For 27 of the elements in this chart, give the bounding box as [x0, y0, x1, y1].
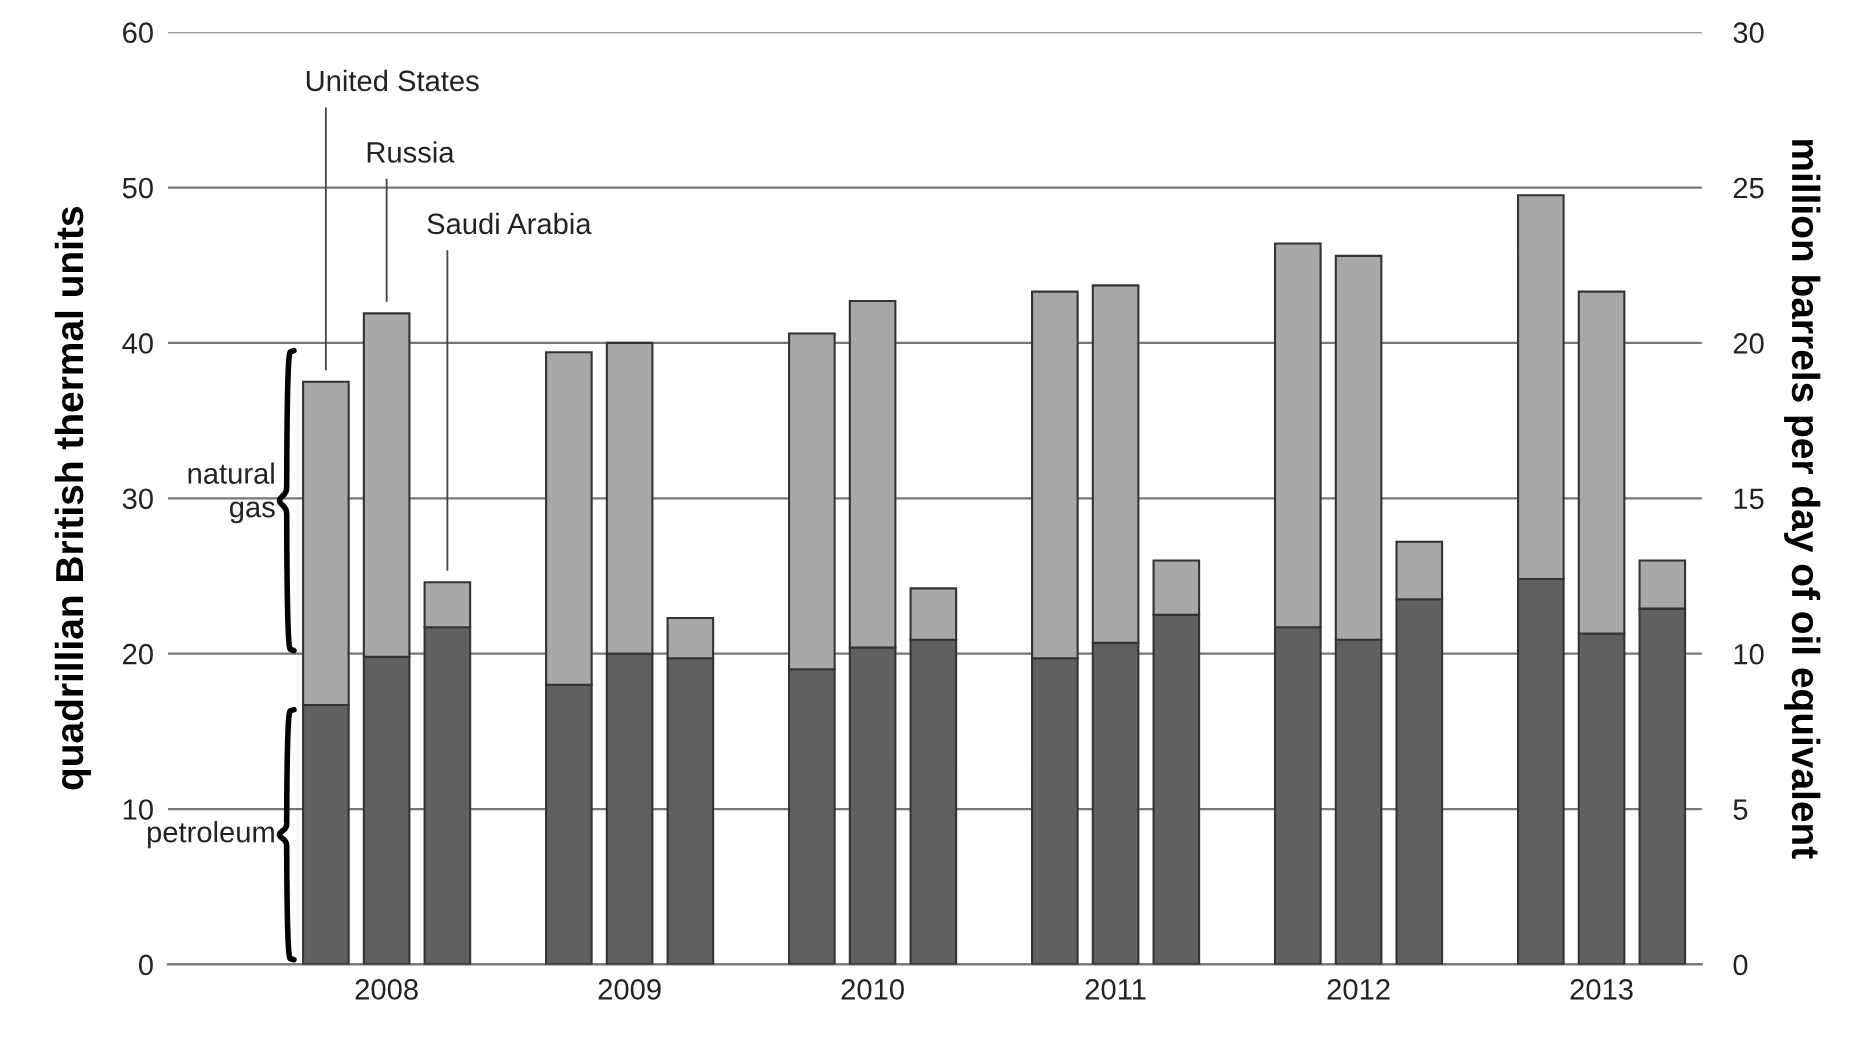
y-tick-label: 60 — [123, 22, 153, 43]
y2-tick-label: 30 — [1733, 22, 1764, 43]
x-tick-label: 2009 — [598, 979, 661, 1000]
annotation: Russia — [367, 141, 455, 163]
annotation: United States — [306, 69, 479, 92]
series-label: petroleum — [147, 821, 274, 849]
x-tick-label: 2013 — [1570, 979, 1633, 1000]
y-tick-label: 40 — [122, 333, 153, 354]
y-axis-title: quadrillian British thermal units — [54, 207, 92, 790]
y2-tick-label: 15 — [1734, 488, 1764, 510]
x-tick-label: 2010 — [841, 979, 904, 1000]
y-tick-label: 0 — [138, 954, 153, 976]
y2-tick-label: 20 — [1733, 333, 1764, 354]
y-tick-label: 10 — [123, 799, 153, 820]
y2-tick-label: 5 — [1733, 799, 1748, 820]
y2-axis-title: million barrels per day of oil equivalent — [1784, 139, 1821, 859]
y2-tick-label: 0 — [1733, 954, 1748, 976]
x-tick-label: 2012 — [1327, 979, 1390, 1000]
y2-tick-label: 10 — [1734, 643, 1764, 665]
y2-tick-label: 25 — [1733, 177, 1764, 199]
x-tick-label: 2011 — [1085, 979, 1146, 1000]
annotation: Saudi Arabia — [427, 212, 592, 235]
x-tick-label: 2008 — [355, 979, 418, 1000]
y-tick-label: 30 — [122, 488, 153, 510]
y-tick-label: 20 — [123, 643, 153, 665]
y-tick-label: 50 — [122, 177, 153, 199]
series-label: natural gas — [188, 462, 275, 524]
